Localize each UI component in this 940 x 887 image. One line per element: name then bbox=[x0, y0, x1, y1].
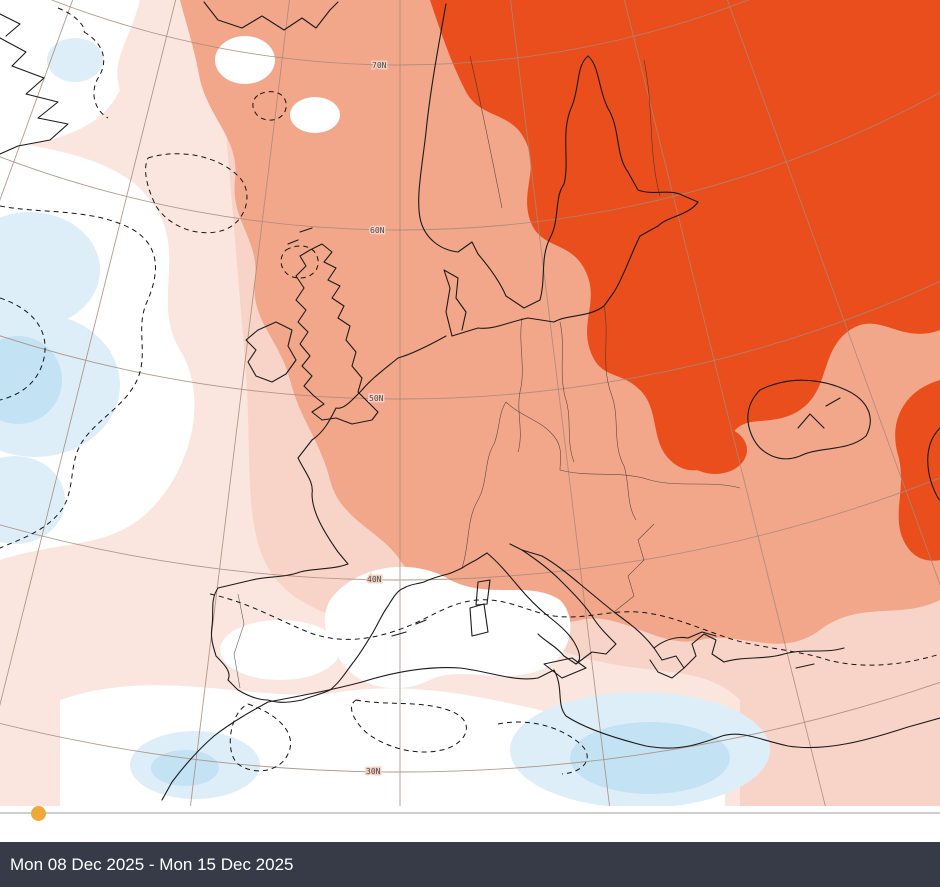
coastline-western-europe bbox=[210, 357, 488, 703]
timeline-track[interactable] bbox=[0, 812, 940, 814]
coastline-crimea bbox=[797, 397, 841, 429]
coastline-black-sea bbox=[747, 379, 871, 460]
cool-anomaly-region bbox=[0, 212, 100, 328]
coastline-netherlands bbox=[397, 335, 447, 359]
coastline-ireland bbox=[245, 321, 297, 383]
latitude-label-30n: 30N bbox=[366, 767, 381, 776]
country-border bbox=[517, 317, 523, 453]
country-border bbox=[613, 523, 655, 613]
timeline-slider[interactable] bbox=[0, 806, 940, 842]
coastline-denmark bbox=[443, 269, 467, 337]
meridian-line bbox=[190, 0, 290, 806]
dashed-contour bbox=[209, 593, 940, 666]
coastline-britain bbox=[295, 243, 379, 425]
latitude-label-40n: 40N bbox=[367, 575, 382, 584]
cool-anomaly-region bbox=[0, 456, 65, 544]
coastline-greenland bbox=[0, 13, 21, 37]
coastline-cyprus bbox=[795, 663, 815, 669]
dashed-contour bbox=[497, 721, 588, 775]
neutral-region-mediterranean bbox=[324, 566, 571, 689]
country-border bbox=[643, 59, 661, 197]
coastline-scandinavia bbox=[418, 3, 699, 309]
coastline-morocco-atlantic bbox=[161, 701, 269, 801]
latitude-label-50n: 50N bbox=[369, 394, 384, 403]
meridian-line bbox=[0, 0, 177, 707]
warm-anomaly-strong-region bbox=[895, 380, 940, 561]
latitude-labels: 70N 60N 50N 40N 30N bbox=[365, 60, 389, 778]
meridian-line bbox=[623, 0, 826, 806]
neutral-region-iceland bbox=[215, 36, 275, 84]
coastline-anatolia-south bbox=[723, 647, 845, 663]
graticule-layer bbox=[0, 0, 940, 806]
coastline-north-africa bbox=[267, 667, 940, 749]
dashed-contour bbox=[0, 205, 156, 549]
neutral-region-iberia bbox=[220, 620, 340, 680]
warm-anomaly-pale-region bbox=[0, 0, 740, 806]
meridian-line bbox=[726, 0, 940, 586]
map-canvas: 70N 60N 50N 40N 30N bbox=[0, 0, 940, 806]
temperature-anomaly-map: 70N 60N 50N 40N 30N bbox=[0, 0, 940, 806]
coastline-sardinia bbox=[469, 603, 489, 637]
dashed-contour bbox=[57, 7, 85, 33]
latitude-label-60n: 60N bbox=[370, 226, 385, 235]
coastline-iceland bbox=[203, 1, 339, 31]
date-range-bar: Mon 08 Dec 2025 - Mon 15 Dec 2025 bbox=[0, 842, 940, 887]
country-border bbox=[469, 55, 503, 209]
cool-anomaly-region bbox=[47, 38, 103, 82]
coastline-italy bbox=[486, 552, 581, 665]
coastline-italy-east bbox=[509, 543, 617, 665]
latitude-label-70n: 70N bbox=[372, 61, 387, 70]
anomaly-layer bbox=[0, 0, 940, 806]
dashed-contour bbox=[229, 703, 292, 772]
warm-anomaly-strong-region bbox=[683, 426, 747, 474]
dashed-contour bbox=[351, 699, 467, 753]
coastline-scottish-isles bbox=[287, 227, 313, 245]
country-border bbox=[461, 401, 507, 569]
coastline-greenland bbox=[0, 37, 69, 155]
cool-anomaly-region bbox=[570, 722, 730, 794]
neutral-region-iceland bbox=[290, 97, 340, 133]
dashed-contour bbox=[83, 31, 109, 119]
dashed-contour bbox=[280, 245, 319, 279]
border-layer bbox=[233, 55, 741, 689]
dashed-contour bbox=[252, 91, 287, 121]
country-border bbox=[559, 321, 575, 463]
dashed-contour bbox=[0, 297, 46, 401]
coastline-greece-north bbox=[653, 631, 717, 649]
meridian-line bbox=[510, 0, 610, 806]
coastline-balearics bbox=[391, 619, 427, 637]
coastline-aegean bbox=[683, 633, 725, 669]
contour-layer bbox=[0, 7, 940, 775]
cool-anomaly-region bbox=[151, 750, 219, 786]
coastline-caspian bbox=[927, 427, 940, 501]
warm-anomaly-strong-region bbox=[430, 0, 940, 471]
country-border bbox=[559, 469, 741, 489]
timeline-handle[interactable] bbox=[31, 806, 46, 821]
coastline-adriatic bbox=[521, 549, 655, 649]
coastline-corsica bbox=[475, 579, 491, 606]
country-border bbox=[603, 305, 637, 521]
country-border bbox=[505, 401, 561, 471]
cool-anomaly-region bbox=[0, 336, 62, 424]
country-border bbox=[233, 593, 245, 689]
date-range-label: Mon 08 Dec 2025 - Mon 15 Dec 2025 bbox=[10, 854, 294, 874]
